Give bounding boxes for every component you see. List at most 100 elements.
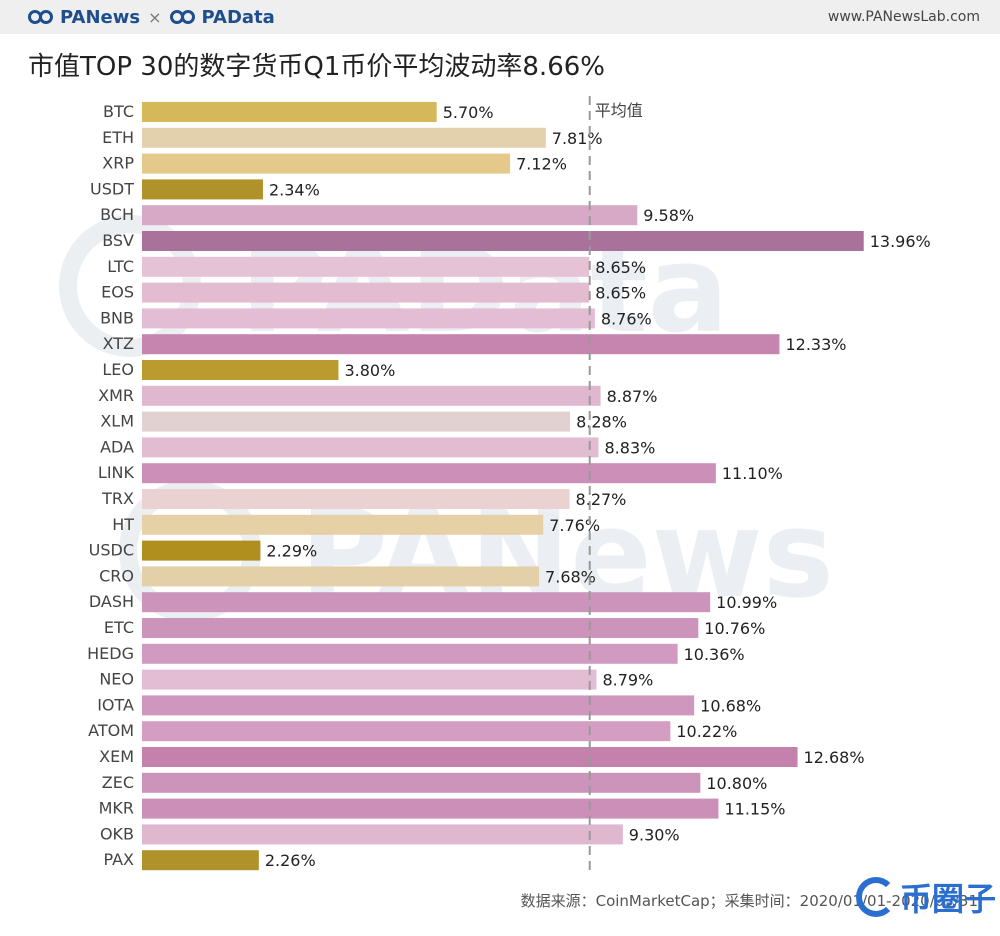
average-label: 平均值 [595, 101, 643, 120]
category-label: LTC [107, 257, 134, 276]
category-label: USDT [90, 179, 134, 198]
category-label: ADA [100, 437, 134, 456]
category-label: ETC [104, 618, 134, 637]
category-label: EOS [101, 283, 134, 302]
panews-logo-icon [28, 10, 53, 24]
category-label: LINK [98, 463, 135, 482]
site-url[interactable]: www.PANewsLab.com [827, 9, 980, 25]
value-label: 2.29% [266, 542, 317, 561]
category-label: ETH [102, 128, 134, 147]
corner-logo-ring-icon [855, 877, 896, 917]
bar-xlm [142, 411, 571, 432]
value-label: 11.15% [724, 800, 785, 819]
category-label: ATOM [88, 721, 134, 740]
corner-logo: 币圈子 [855, 874, 996, 920]
bar-bsv [142, 231, 864, 251]
bar-bch [142, 205, 638, 226]
category-label: BTC [103, 102, 134, 121]
value-label: 13.96% [870, 232, 931, 251]
category-label: DASH [89, 592, 134, 611]
bar-bnb [142, 308, 595, 329]
category-label: XLM [100, 412, 134, 431]
value-label: 12.33% [785, 335, 846, 354]
value-label: 2.26% [265, 851, 316, 870]
value-label: 9.30% [629, 825, 680, 844]
padata-logo-icon [169, 10, 195, 24]
value-label: 8.87% [607, 387, 658, 406]
value-label: 10.80% [706, 774, 767, 793]
brand-separator: × [148, 7, 162, 27]
value-label: 2.34% [269, 180, 320, 199]
top-bar: PANews × PAData www.PANewsLab.com [0, 0, 1000, 34]
bar-leo [142, 360, 339, 380]
bar-link [142, 463, 716, 484]
category-label: OKB [100, 824, 134, 843]
category-label: IOTA [97, 695, 134, 714]
value-label: 9.58% [643, 206, 694, 225]
category-label: HT [112, 515, 134, 534]
bar-eth [142, 127, 546, 148]
category-label: TRX [101, 489, 134, 508]
bar-btc [142, 102, 437, 122]
value-label: 8.76% [601, 309, 652, 328]
value-label: 10.76% [704, 619, 765, 638]
value-label: 7.68% [545, 567, 596, 586]
value-label: 8.27% [576, 490, 627, 509]
category-label: NEO [99, 670, 134, 689]
value-label: 10.68% [700, 696, 761, 715]
value-label: 8.79% [602, 671, 653, 690]
value-label: 7.81% [552, 129, 603, 148]
value-label: 8.28% [576, 413, 627, 432]
value-label: 10.99% [716, 593, 777, 612]
value-label: 7.76% [549, 516, 600, 535]
category-label: XTZ [103, 334, 134, 353]
bar-iota [142, 695, 695, 716]
category-label: BCH [100, 205, 134, 224]
value-label: 8.65% [595, 284, 646, 303]
brand-left-text: PANews [60, 6, 141, 28]
bar-hedg [142, 643, 678, 664]
category-label: CRO [99, 566, 134, 585]
category-label: PAX [103, 850, 134, 869]
brand-right-text: PAData [201, 6, 275, 28]
category-label: XRP [102, 154, 134, 173]
category-label: XMR [98, 386, 134, 405]
value-label: 10.36% [684, 645, 745, 664]
value-label: 12.68% [804, 748, 865, 767]
category-label: ZEC [102, 773, 134, 792]
brand-logos: PANews × PAData [28, 6, 275, 28]
bar-eos [142, 282, 590, 303]
bar-trx [142, 489, 570, 509]
category-label: MKR [99, 799, 134, 818]
bar-dash [142, 592, 711, 613]
bar-xtz [142, 334, 780, 355]
value-label: 8.65% [595, 258, 646, 277]
corner-logo-text: 币圈子 [899, 880, 996, 918]
bar-ada [142, 437, 599, 458]
category-label: LEO [102, 360, 134, 379]
bar-zec [142, 772, 701, 793]
bar-xem [142, 747, 798, 767]
bar-usdt [142, 179, 263, 200]
bar-cro [142, 566, 540, 587]
bar-xrp [142, 153, 511, 174]
bar-ht [142, 514, 544, 535]
bar-xmr [142, 385, 601, 406]
bar-mkr [142, 798, 719, 819]
bar-etc [142, 618, 699, 638]
bar-chart: PADataPANewsBTC5.70%ETH7.81%XRP7.12%USDT… [59, 96, 931, 876]
category-label: USDC [89, 541, 134, 560]
bar-usdc [142, 540, 261, 561]
bar-okb [142, 824, 623, 845]
category-label: XEM [99, 747, 134, 766]
value-label: 7.12% [516, 155, 567, 174]
value-label: 5.70% [443, 103, 494, 122]
chart-title: 市值TOP 30的数字货币Q1币价平均波动率8.66% [28, 52, 605, 82]
category-label: BNB [100, 308, 134, 327]
bar-ltc [142, 256, 590, 277]
bar-neo [142, 669, 597, 690]
value-label: 11.10% [722, 464, 783, 483]
category-label: HEDG [87, 644, 134, 663]
bar-pax [142, 850, 259, 871]
category-label: BSV [102, 231, 134, 250]
